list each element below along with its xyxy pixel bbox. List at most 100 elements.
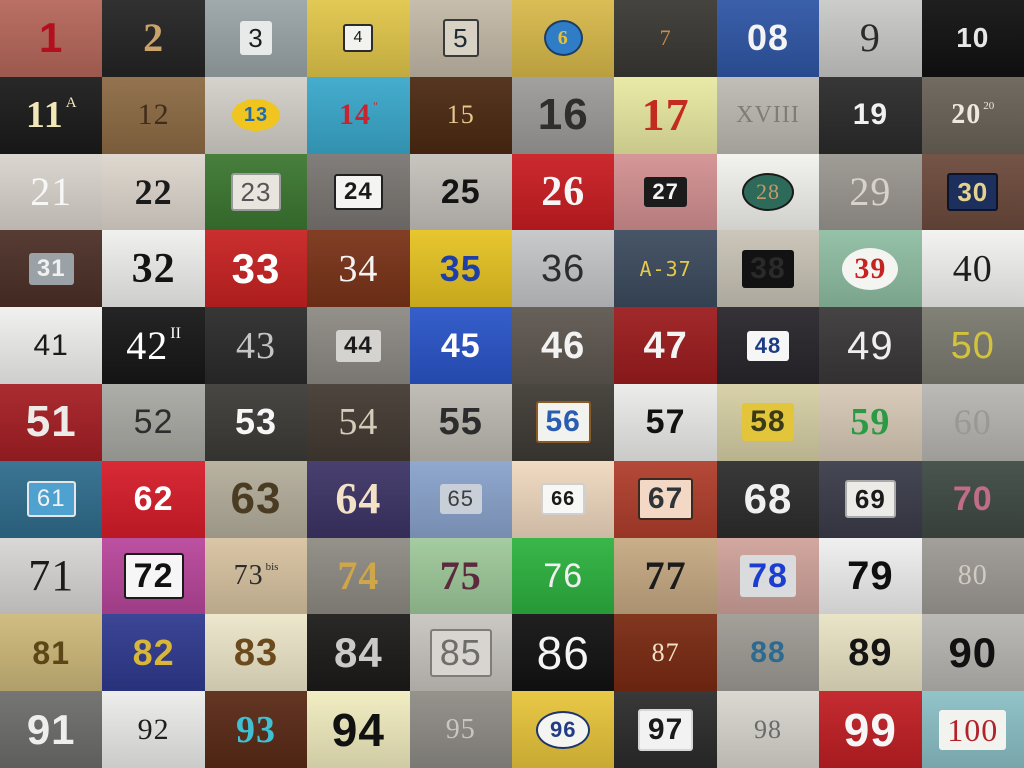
house-number-label: 27	[652, 178, 679, 204]
number-tile: 28	[716, 153, 820, 231]
house-number-label: 56	[545, 405, 581, 439]
house-number-label: 61	[36, 485, 66, 513]
house-number-label: 100	[947, 711, 999, 748]
number-tile: 84	[307, 614, 410, 692]
house-number-label: 99	[843, 703, 897, 756]
house-number-label: 14	[338, 98, 371, 132]
number-plate: 58	[742, 403, 794, 442]
number-tile: 67	[614, 460, 717, 538]
number-plate: 27	[644, 176, 687, 207]
number-tile: 70	[921, 460, 1024, 538]
number-tile: 13	[204, 76, 308, 154]
number-plate: 19	[853, 100, 888, 130]
number-tile: 50	[921, 307, 1024, 384]
number-tile: 24	[307, 153, 410, 231]
number-tile: 96	[512, 691, 615, 768]
number-tile: 82	[102, 614, 205, 692]
house-number-label: 89	[848, 631, 893, 674]
number-tile: 16	[512, 76, 615, 154]
house-number-label: 55	[438, 401, 483, 444]
number-tile: 12	[102, 76, 205, 154]
house-number-label: 35	[439, 247, 482, 289]
number-tile: 85	[409, 614, 512, 692]
number-tile: 86	[512, 614, 615, 692]
number-tile: 100	[921, 691, 1024, 768]
number-tile: 17	[614, 76, 717, 154]
number-plate: 49	[847, 326, 894, 366]
number-tile: 15	[409, 76, 512, 154]
number-tile: 57	[614, 384, 717, 461]
number-plate: 59	[850, 403, 890, 441]
number-plate: 68	[744, 478, 793, 520]
house-number-label: 81	[32, 634, 70, 671]
number-plate: 13	[231, 99, 281, 132]
number-plate: 3	[240, 21, 272, 56]
number-tile: 79	[819, 537, 922, 615]
number-tile: 80	[921, 537, 1024, 615]
number-tile: A-37	[614, 230, 717, 308]
house-number-label: 68	[743, 475, 793, 523]
number-plate: 20 20	[951, 101, 994, 129]
number-tile: 91	[0, 691, 103, 768]
number-plate: 47	[643, 327, 687, 365]
house-number-label: 44	[344, 331, 373, 359]
number-tile: 62	[102, 460, 205, 538]
number-plate: 28	[741, 172, 794, 211]
number-plate: 93	[236, 711, 276, 749]
number-tile: 19	[819, 76, 922, 154]
number-suffix: "	[372, 99, 378, 114]
number-tile: 72	[102, 537, 205, 615]
number-tile: 45	[409, 307, 512, 384]
house-number-label: 66	[551, 488, 576, 511]
house-number-label: 15	[446, 100, 475, 130]
house-number-label: 75	[439, 552, 482, 598]
house-number-label: 26	[541, 168, 586, 215]
house-number-label: 1	[39, 14, 64, 62]
house-number-label: 22	[134, 171, 173, 212]
number-plate: 66	[541, 483, 586, 516]
house-number-label: A-37	[639, 256, 692, 281]
number-plate: 80	[958, 561, 988, 590]
number-plate: 55	[439, 403, 483, 441]
house-number-label: 51	[25, 397, 77, 447]
number-plate: 45	[441, 329, 481, 363]
house-number-label: 83	[233, 631, 279, 674]
house-number-label: 16	[537, 90, 589, 140]
house-number-label: 86	[536, 626, 590, 679]
number-tile: 21	[0, 153, 103, 231]
house-number-label: 85	[439, 631, 482, 673]
number-plate: 83	[234, 634, 278, 672]
number-tile: 20 20	[921, 76, 1024, 154]
number-tile: 22	[102, 153, 205, 231]
house-number-label: 28	[755, 178, 780, 204]
number-tile: 90	[921, 614, 1024, 692]
house-number-label: 98	[753, 714, 782, 744]
number-tile: 52	[102, 384, 205, 461]
number-plate: 81	[32, 637, 70, 669]
number-tile: 43	[204, 307, 308, 384]
number-plate: 14 "	[339, 100, 378, 130]
house-number-label: 50	[950, 324, 995, 367]
number-tile: 33	[204, 230, 308, 308]
number-tile: 39	[819, 230, 922, 308]
number-plate: 82	[133, 634, 175, 671]
house-number-label: 34	[338, 247, 379, 290]
number-tile: 68	[716, 460, 820, 538]
number-plate: 94	[332, 707, 385, 753]
number-tile: 4	[307, 0, 410, 77]
number-tile: 36	[512, 230, 615, 308]
house-number-label: 13	[243, 104, 269, 127]
number-plate: 12	[138, 100, 170, 130]
number-tile: 10	[921, 0, 1024, 77]
number-plate: 62	[134, 482, 174, 516]
number-tile: 42 II	[102, 307, 205, 384]
house-number-label: 3	[248, 23, 264, 54]
house-number-label: 72	[133, 556, 174, 595]
number-plate: 87	[652, 639, 680, 666]
number-plate: 85	[429, 628, 492, 677]
house-number-label: 67	[647, 482, 684, 516]
number-tile: 38	[716, 230, 820, 308]
number-plate: 08	[747, 20, 789, 56]
house-number-label: 17	[641, 89, 690, 141]
number-tile: 25	[409, 153, 512, 231]
